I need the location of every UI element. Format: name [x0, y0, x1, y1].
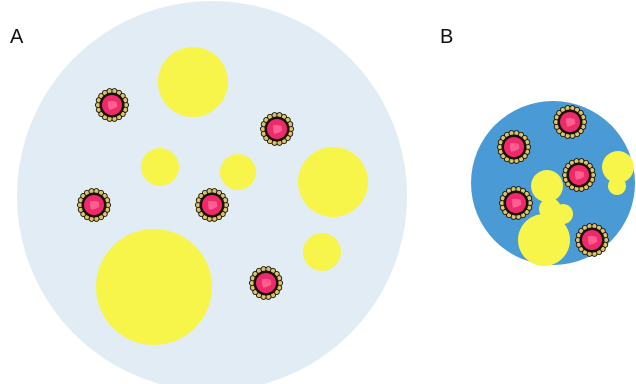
particle-center — [509, 143, 520, 152]
panel-a-droplets — [96, 47, 368, 345]
droplet — [220, 154, 256, 190]
virus-particle — [194, 188, 230, 222]
particle-center — [587, 236, 598, 245]
panel-b-label: B — [440, 26, 454, 48]
panel-b-particles — [496, 105, 610, 257]
particle-center — [261, 279, 272, 288]
panel-a-particles — [76, 88, 295, 300]
droplet — [608, 177, 626, 195]
particle-center — [574, 171, 585, 180]
particle-center — [107, 101, 118, 110]
panel-b — [471, 101, 635, 266]
virus-particle — [94, 88, 130, 122]
droplet — [518, 214, 570, 266]
virus-particle — [496, 130, 532, 164]
droplet — [158, 47, 228, 117]
droplet — [531, 170, 563, 202]
particle-center — [272, 125, 283, 134]
virus-particle — [498, 186, 534, 220]
particle-center — [565, 118, 576, 127]
droplet — [141, 148, 179, 186]
virus-particle — [574, 223, 610, 257]
droplet — [298, 147, 368, 217]
panel-b-droplets — [518, 151, 634, 266]
droplet — [96, 229, 212, 345]
virus-particle — [248, 266, 284, 300]
virus-particle — [561, 158, 597, 192]
particle-center — [89, 201, 100, 210]
panel-a-label: A — [10, 26, 24, 48]
virus-particle — [76, 188, 112, 222]
particle-center — [511, 199, 522, 208]
droplet — [303, 233, 341, 271]
virus-particle — [552, 105, 588, 139]
panel-a — [17, 1, 407, 384]
virus-particle — [259, 112, 295, 146]
droplet — [602, 151, 634, 183]
particle-center — [207, 201, 218, 210]
